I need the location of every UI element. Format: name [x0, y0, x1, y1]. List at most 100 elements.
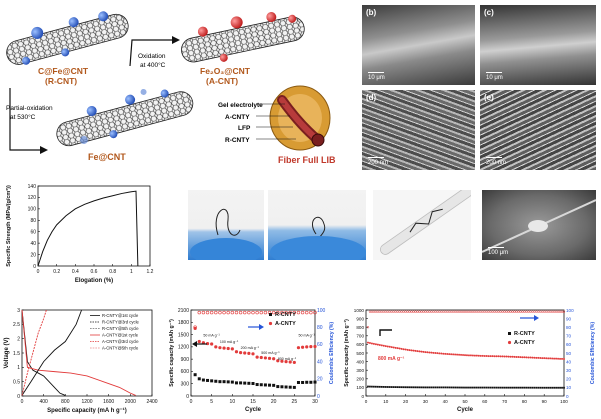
cycle-point-r: [549, 386, 552, 389]
cycle-point-r: [376, 385, 379, 388]
cycle-ce-point: [519, 310, 522, 313]
cycle-ce-point: [463, 310, 467, 313]
rate-ce-point: [234, 310, 239, 315]
cycle-point-r: [483, 386, 486, 389]
cycle-ylabel: Specific capacity (mAh g⁻¹): [344, 319, 350, 387]
y-tick-label: 300: [356, 368, 364, 373]
cycle-ce-point: [517, 310, 520, 313]
cycle-ce-point: [382, 310, 385, 313]
cycle-ce-point: [368, 310, 372, 313]
rate-point-a: [255, 355, 259, 359]
sem-label-d: (d): [366, 93, 377, 102]
rate-point-r: [288, 385, 292, 389]
cycle-legend-swatch-a: [507, 340, 512, 345]
cycle-point-r: [535, 386, 538, 389]
cycle-point-a: [444, 352, 447, 355]
cycle-point-r: [408, 386, 411, 389]
cycle-ce-point: [521, 310, 524, 313]
rcnt-tube: [6, 11, 129, 65]
cycle-point-r: [475, 386, 478, 389]
cycle-ce-point: [461, 310, 465, 313]
cycle-ce-point: [469, 310, 473, 313]
cycle-point-a: [505, 355, 508, 358]
rate-point-a: [247, 351, 251, 356]
cycle-ce-point: [400, 310, 403, 313]
y2-tick-label: 40: [566, 359, 572, 364]
rate-point-r: [210, 379, 214, 383]
x-tick-label: 0: [37, 269, 40, 275]
cycle-ce-point: [525, 310, 528, 313]
cycle-ce-point: [420, 310, 423, 313]
y2-tick-label: 10: [566, 385, 572, 390]
gcd-legend-label: R-CNTY@1st cycle: [102, 313, 139, 318]
y-tick-label: 2.5: [13, 322, 20, 328]
cycle-legend-swatch-r: [508, 332, 511, 335]
y2-tick-label: 50: [566, 351, 572, 356]
cycle-ce-point: [394, 310, 397, 313]
cycle-point-a: [460, 353, 463, 356]
cycle-point-r: [479, 386, 482, 389]
rate-ce-point: [280, 310, 284, 315]
cycle-point-r: [477, 386, 480, 389]
cycle-point-a: [370, 342, 373, 345]
cycle-point-a: [501, 355, 504, 358]
rate-ce-point: [230, 310, 235, 315]
y2-tick-label: 80: [566, 325, 572, 330]
rate-ylabel2: Coulombic Efficiency (%): [329, 322, 335, 385]
cycle-point-a: [543, 357, 546, 360]
cycle-ce-point: [430, 310, 433, 313]
rate-point-a: [259, 355, 263, 360]
cycle-point-r: [525, 386, 528, 389]
fecnt-label: Fe@CNT: [88, 152, 126, 162]
cycle-ce-point: [505, 310, 508, 313]
cycle-point-r: [454, 386, 456, 389]
cycle-ce-point: [404, 310, 407, 313]
cycle-point-a: [404, 348, 407, 351]
rate-point-r: [276, 385, 280, 389]
cycle-point-a: [456, 353, 459, 356]
cycle-ce-point: [533, 310, 536, 313]
cycle-point-r: [472, 386, 474, 389]
cycle-ce-point: [451, 310, 455, 313]
cycle-point-a: [396, 347, 399, 350]
y-tick-label: 500: [356, 351, 364, 356]
cycle-ce-point: [511, 310, 514, 313]
cycle-point-a: [555, 357, 558, 360]
cycle-point-a: [503, 355, 506, 358]
cycle-ce-point: [560, 310, 564, 313]
y2-tick-label: 0: [317, 394, 320, 400]
cycle-ce-point: [477, 310, 481, 313]
cycle-ce-point: [422, 310, 425, 313]
rate-annotation: 500 mA g⁻¹: [261, 351, 280, 355]
y-tick-label: 100: [28, 207, 37, 213]
cycle-point-a: [414, 349, 417, 352]
cycle-point-r: [481, 386, 484, 389]
rate-point-r: [305, 380, 309, 384]
cycle-point-a: [452, 353, 455, 356]
cycle-point-a: [513, 355, 516, 358]
cycle-ce-point: [410, 310, 413, 313]
y-tick-label: 0: [33, 264, 36, 270]
cycle-point-r: [531, 386, 534, 389]
rate-ce-point: [226, 310, 230, 315]
y-tick-label: 900: [181, 357, 190, 363]
cycle-point-a: [368, 342, 371, 345]
cycle-point-a: [412, 349, 415, 352]
cycle-point-a: [450, 353, 453, 356]
rate-ce-point: [243, 310, 247, 315]
cycle-point-a: [537, 356, 540, 359]
x-tick-label: 50: [462, 399, 468, 404]
rate-ce-point: [313, 310, 317, 315]
cycle-point-r: [396, 386, 399, 389]
y-tick-label: 400: [356, 359, 364, 364]
y-tick-label: 700: [356, 334, 364, 339]
rate-point-r: [197, 377, 201, 381]
y2-tick-label: 40: [317, 359, 323, 365]
cycle-point-r: [386, 386, 389, 388]
cycle-xlabel: Cycle: [457, 407, 474, 413]
rate-point-a: [284, 360, 288, 364]
x-tick-label: 2000: [125, 399, 136, 405]
rate-ce-point: [305, 310, 309, 315]
cycle-annotation: 800 mA g⁻¹: [378, 356, 405, 362]
cycle-ce-point: [513, 310, 516, 313]
